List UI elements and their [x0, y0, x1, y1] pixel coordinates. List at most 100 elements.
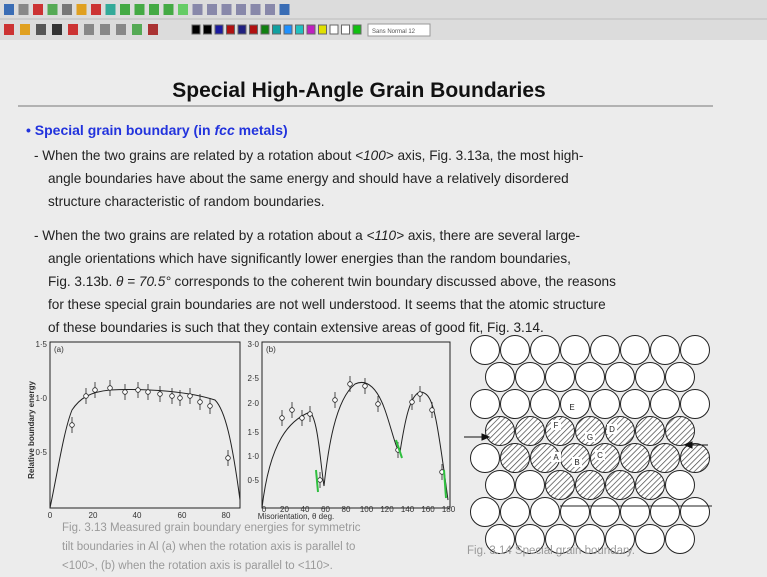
text-run: Special grain boundary.: [512, 545, 635, 557]
color-swatch[interactable]: [284, 25, 292, 34]
atom: [651, 336, 680, 365]
toolbar-button[interactable]: [33, 4, 43, 15]
toolbar-button[interactable]: [68, 24, 78, 35]
text-run: <100>: [355, 148, 394, 163]
atom-label: C: [597, 451, 603, 460]
point: [70, 423, 75, 428]
text-line: angle orientations which have significan…: [48, 251, 571, 266]
text-line: • Special grain boundary (in fcc metals): [26, 122, 288, 138]
atom: [501, 390, 530, 419]
point: [300, 416, 305, 421]
color-swatch[interactable]: [342, 25, 350, 34]
atom: [621, 498, 650, 527]
color-swatch[interactable]: [307, 25, 315, 34]
point: [208, 404, 213, 409]
toolbar-button[interactable]: [4, 24, 14, 35]
toolbar-button[interactable]: [48, 4, 58, 15]
x-tick-label: 60: [321, 505, 330, 514]
atom: [636, 417, 665, 446]
toolbar-button[interactable]: [106, 4, 116, 15]
text-run: angle boundaries have about the same ene…: [48, 171, 569, 186]
text-line: structure characteristic of random bound…: [48, 194, 325, 209]
point: [410, 400, 415, 405]
y-axis-label: Relative boundary energy: [27, 381, 36, 479]
text-run: - When the two grains are related by a r…: [34, 148, 355, 163]
y-tick-label: 1·5: [247, 428, 259, 437]
toolbar-button[interactable]: [148, 24, 158, 35]
color-swatch[interactable]: [192, 25, 200, 34]
atom: [621, 444, 650, 473]
toolbar-button[interactable]: [207, 4, 217, 15]
color-swatch[interactable]: [353, 25, 361, 34]
color-swatch[interactable]: [330, 25, 338, 34]
atom: [561, 498, 590, 527]
color-swatch[interactable]: [261, 25, 269, 34]
color-swatch[interactable]: [319, 25, 327, 34]
toolbar-button[interactable]: [36, 24, 46, 35]
atom: [621, 390, 650, 419]
atom: [576, 471, 605, 500]
atom: [606, 471, 635, 500]
atom: [666, 363, 695, 392]
text-run: Fig. 3.13: [62, 522, 107, 534]
color-swatch[interactable]: [273, 25, 281, 34]
atom: [681, 444, 710, 473]
point: [290, 408, 295, 413]
atom: [486, 363, 515, 392]
toolbar-button[interactable]: [193, 4, 203, 15]
color-swatch[interactable]: [296, 25, 304, 34]
point: [318, 478, 323, 483]
atom: [471, 336, 500, 365]
toolbar-button[interactable]: [120, 4, 130, 15]
atom: [651, 390, 680, 419]
atom: [501, 336, 530, 365]
point: [188, 394, 193, 399]
toolbar-button[interactable]: [236, 4, 246, 15]
toolbar-button[interactable]: [222, 4, 232, 15]
y-tick-label: 2·0: [247, 399, 259, 408]
toolbar-button[interactable]: [91, 4, 101, 15]
toolbar-button[interactable]: [100, 24, 110, 35]
x-tick-label: 100: [360, 505, 374, 514]
toolbar-button[interactable]: [84, 24, 94, 35]
toolbar-button[interactable]: [251, 4, 261, 15]
toolbar-button[interactable]: [77, 4, 87, 15]
panel-label: (b): [266, 345, 276, 354]
y-tick-label: 3·0: [247, 340, 259, 349]
color-swatch[interactable]: [238, 25, 246, 34]
text-run: θ = 70.5°: [116, 274, 171, 289]
color-swatch[interactable]: [215, 25, 223, 34]
toolbar-button[interactable]: [52, 24, 62, 35]
toolbar-button[interactable]: [62, 4, 72, 15]
text-run: tilt boundaries in Al (a) when the rotat…: [62, 541, 355, 553]
text-line: - When the two grains are related by a r…: [34, 148, 583, 163]
toolbar-button[interactable]: [178, 4, 188, 15]
atom: [486, 471, 515, 500]
toolbar-button[interactable]: [132, 24, 142, 35]
font-box-label: Sans Normal 12: [372, 29, 416, 35]
toolbar-button[interactable]: [20, 24, 30, 35]
text-run: Fig. 3.14: [467, 545, 512, 557]
atom: [636, 471, 665, 500]
toolbar-button[interactable]: [19, 4, 29, 15]
point: [136, 388, 141, 393]
atom: [591, 498, 620, 527]
toolbar-button[interactable]: [149, 4, 159, 15]
color-swatch[interactable]: [227, 25, 235, 34]
color-swatch[interactable]: [204, 25, 212, 34]
toolbar-button[interactable]: [116, 24, 126, 35]
toolbar-button[interactable]: [4, 4, 14, 15]
text-run: <110>: [366, 228, 404, 243]
toolbar-button[interactable]: [265, 4, 275, 15]
point: [170, 394, 175, 399]
atom: [501, 498, 530, 527]
toolbar-button[interactable]: [135, 4, 145, 15]
atom: [651, 498, 680, 527]
text-run: for these special grain boundaries are n…: [48, 297, 606, 312]
color-swatch[interactable]: [250, 25, 258, 34]
x-tick-label: 60: [178, 511, 187, 520]
screen: Sans Normal 12 Special High-Angle Grain …: [0, 0, 767, 577]
toolbar-button[interactable]: [280, 4, 290, 15]
atom-label: E: [569, 403, 574, 412]
toolbar-button[interactable]: [164, 4, 174, 15]
